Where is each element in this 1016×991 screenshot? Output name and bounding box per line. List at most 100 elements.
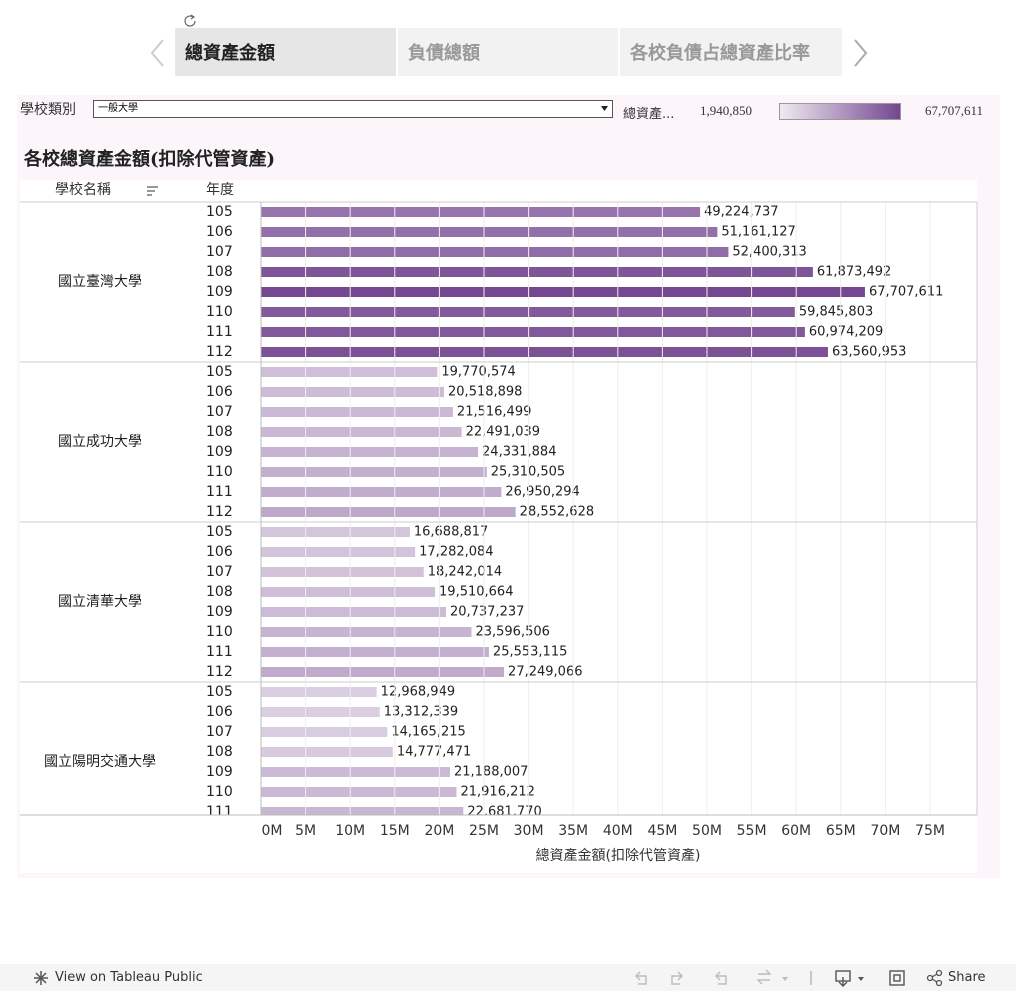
bar: [261, 507, 516, 517]
tab[interactable]: 總資產金額: [175, 28, 396, 76]
value-label: 19,510,664: [439, 585, 513, 600]
value-label: 14,777,471: [397, 745, 471, 760]
category-label: 111: [206, 644, 233, 660]
value-label: 59,845,803: [799, 305, 873, 320]
category-label: 107: [206, 244, 233, 260]
tableau-link[interactable]: View on Tableau Public: [55, 970, 203, 985]
value-label: 27,249,066: [508, 665, 582, 680]
category-label: 110: [206, 784, 233, 800]
refresh-icon[interactable]: [183, 13, 197, 27]
category-label: 109: [206, 764, 233, 780]
category-label: 106: [206, 704, 233, 720]
value-label: 21,916,212: [460, 785, 534, 800]
x-tick-label: 55M: [737, 823, 767, 839]
value-label: 26,950,294: [505, 485, 579, 500]
bar: [261, 367, 438, 377]
x-axis-title: 總資產金額(扣除代管資產): [536, 847, 701, 864]
x-tick-label: 30M: [514, 823, 544, 839]
value-label: 22,681,770: [467, 805, 541, 820]
bar: [261, 567, 424, 577]
category-label: 111: [206, 324, 233, 340]
x-tick-label: 70M: [870, 823, 900, 839]
legend-min: 1,940,850: [700, 103, 752, 118]
bar: [261, 207, 701, 217]
x-tick-label: 60M: [781, 823, 811, 839]
category-label: 105: [206, 524, 233, 540]
tab[interactable]: 各校負債占總資產比率: [620, 28, 842, 76]
bar: [261, 807, 464, 815]
category-label: 105: [206, 364, 233, 380]
group-label: 國立清華大學: [58, 594, 142, 610]
row-header: 學校名稱: [55, 181, 111, 198]
prev-arrow[interactable]: [148, 38, 168, 68]
bar: [261, 267, 813, 277]
bar: [261, 307, 795, 317]
share-button[interactable]: Share: [948, 970, 986, 985]
sort-icon[interactable]: [147, 186, 158, 196]
bar: [261, 227, 718, 237]
category-label: 108: [206, 584, 233, 600]
category-label: 107: [206, 724, 233, 740]
category-label: 108: [206, 744, 233, 760]
chart: 各校總資產金額(扣除代管資產) 學校名稱 年度 國立臺灣大學 105 49,224,…: [20, 148, 978, 873]
value-label: 23,596,506: [475, 625, 549, 640]
category-label: 105: [206, 204, 233, 220]
bar: [261, 787, 457, 797]
value-label: 12,968,949: [381, 685, 455, 700]
x-tick-label: 50M: [692, 823, 722, 839]
value-label: 20,518,898: [448, 385, 522, 400]
category-label: 112: [206, 504, 233, 520]
dropdown-icon: [601, 106, 608, 111]
value-label: 21,188,007: [454, 765, 528, 780]
value-label: 28,552,628: [520, 505, 594, 520]
value-label: 67,707,611: [869, 285, 943, 300]
bar: [261, 767, 450, 777]
category-label: 108: [206, 264, 233, 280]
bar: [261, 427, 462, 437]
value-label: 18,242,014: [428, 565, 502, 580]
bar: [261, 747, 393, 757]
bar: [261, 287, 865, 297]
category-label: 112: [206, 664, 233, 680]
bar: [261, 387, 445, 397]
value-label: 49,224,737: [704, 205, 778, 220]
x-tick-label: 5M: [295, 823, 316, 839]
x-tick-label: 35M: [558, 823, 588, 839]
category-label: 107: [206, 404, 233, 420]
category-label: 106: [206, 384, 233, 400]
x-tick-label: 20M: [424, 823, 454, 839]
bar: [261, 647, 489, 657]
legend-title: 總資產...: [623, 107, 675, 122]
x-tick-label: 25M: [469, 823, 499, 839]
category-label: 110: [206, 624, 233, 640]
value-label: 25,310,505: [491, 465, 565, 480]
filter-select[interactable]: 一般大學: [93, 100, 613, 118]
x-tick-label: 0M: [262, 823, 283, 839]
bar: [261, 247, 729, 257]
bar: [261, 547, 416, 557]
next-arrow[interactable]: [850, 38, 870, 68]
category-label: 111: [206, 804, 233, 820]
value-label: 63,560,953: [832, 345, 906, 360]
value-label: 60,974,209: [809, 325, 883, 340]
category-label: 109: [206, 604, 233, 620]
value-label: 16,688,817: [414, 525, 488, 540]
tab[interactable]: 負債總額: [398, 28, 618, 76]
value-label: 19,770,574: [441, 365, 515, 380]
category-label: 110: [206, 464, 233, 480]
bar: [261, 527, 410, 537]
value-label: 20,737,237: [450, 605, 524, 620]
bar: [261, 347, 828, 357]
value-label: 52,400,313: [732, 245, 806, 260]
footer: [0, 964, 1016, 991]
category-label: 109: [206, 444, 233, 460]
group-label: 國立成功大學: [58, 434, 142, 450]
share-icon: [926, 969, 943, 987]
bar: [261, 407, 453, 417]
value-label: 61,873,492: [817, 265, 891, 280]
x-tick-label: 15M: [380, 823, 410, 839]
x-tick-label: 10M: [335, 823, 365, 839]
category-label: 106: [206, 544, 233, 560]
row-header: 年度: [206, 182, 234, 198]
